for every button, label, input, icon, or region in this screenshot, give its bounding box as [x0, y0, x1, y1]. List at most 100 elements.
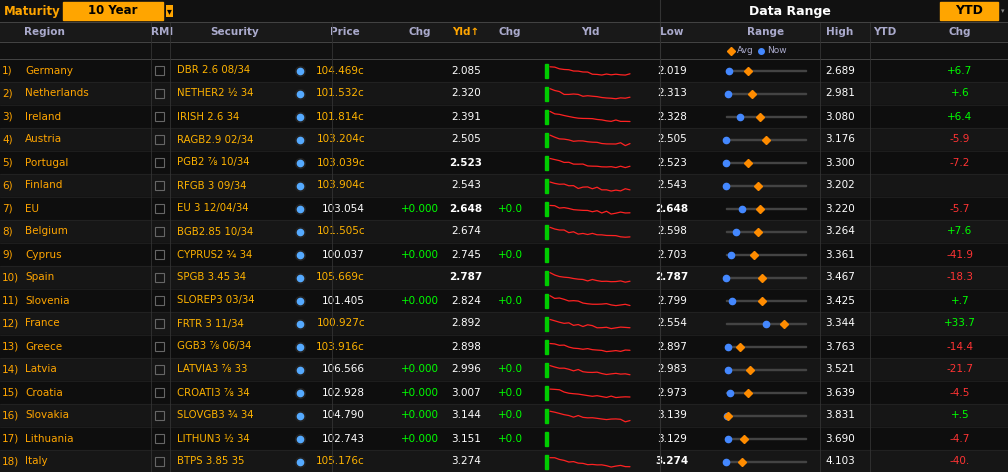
- Text: 101.505c: 101.505c: [317, 227, 365, 236]
- Text: +0.0: +0.0: [498, 388, 522, 397]
- Bar: [545, 294, 548, 307]
- Text: 3.080: 3.080: [826, 111, 855, 121]
- Text: 105.176c: 105.176c: [317, 456, 365, 466]
- Text: +7.6: +7.6: [948, 227, 973, 236]
- Text: 3.467: 3.467: [826, 272, 855, 283]
- Text: 2.543: 2.543: [451, 180, 481, 191]
- Text: -14.4: -14.4: [947, 342, 974, 352]
- Bar: [0, 22, 1008, 42]
- Text: 101.405: 101.405: [323, 295, 365, 305]
- Text: 8): 8): [2, 227, 13, 236]
- Text: 105.669c: 105.669c: [317, 272, 365, 283]
- Bar: [545, 86, 548, 101]
- Text: Avg: Avg: [737, 46, 754, 55]
- Text: +0.000: +0.000: [401, 203, 439, 213]
- Text: 9): 9): [2, 250, 13, 260]
- Text: SLOVGB3 ¾ 34: SLOVGB3 ¾ 34: [177, 411, 254, 421]
- Bar: [0, 42, 1008, 59]
- Bar: [155, 296, 164, 305]
- Bar: [155, 181, 164, 190]
- Text: Germany: Germany: [25, 66, 73, 76]
- Text: Chg: Chg: [499, 27, 521, 37]
- Text: RMI: RMI: [151, 27, 173, 37]
- Text: -21.7: -21.7: [947, 364, 974, 374]
- Text: BGB2.85 10/34: BGB2.85 10/34: [177, 227, 253, 236]
- Text: 3.763: 3.763: [826, 342, 855, 352]
- Text: 3.639: 3.639: [826, 388, 855, 397]
- Text: 102.743: 102.743: [322, 433, 365, 444]
- Bar: [726, 116, 806, 117]
- Text: -4.5: -4.5: [950, 388, 970, 397]
- Bar: [0, 174, 1008, 197]
- Bar: [0, 151, 1008, 174]
- Text: 12): 12): [2, 319, 19, 329]
- Text: Portugal: Portugal: [25, 158, 69, 168]
- Text: +0.000: +0.000: [401, 364, 439, 374]
- Text: +33.7: +33.7: [944, 319, 976, 329]
- Bar: [726, 369, 806, 370]
- Text: +0.0: +0.0: [498, 203, 522, 213]
- Text: 2.391: 2.391: [451, 111, 481, 121]
- Text: 2.689: 2.689: [826, 66, 855, 76]
- Text: 3.361: 3.361: [826, 250, 855, 260]
- Text: EU: EU: [25, 203, 39, 213]
- Bar: [726, 277, 806, 278]
- Text: 3.831: 3.831: [826, 411, 855, 421]
- Text: +6.4: +6.4: [948, 111, 973, 121]
- Bar: [0, 335, 1008, 358]
- Text: 3.274: 3.274: [451, 456, 481, 466]
- Text: ▾: ▾: [1001, 8, 1005, 14]
- Text: 3.220: 3.220: [826, 203, 855, 213]
- Text: SPGB 3.45 34: SPGB 3.45 34: [177, 272, 246, 283]
- Bar: [545, 317, 548, 330]
- Text: -4.7: -4.7: [950, 433, 970, 444]
- Bar: [155, 388, 164, 397]
- Text: 2): 2): [2, 89, 13, 99]
- Text: 4.103: 4.103: [826, 456, 855, 466]
- Text: 6): 6): [2, 180, 13, 191]
- Text: 5): 5): [2, 158, 13, 168]
- Bar: [726, 162, 806, 163]
- Text: 2.543: 2.543: [657, 180, 686, 191]
- Text: 2.745: 2.745: [451, 250, 481, 260]
- Text: 3.521: 3.521: [826, 364, 855, 374]
- Text: Netherlands: Netherlands: [25, 89, 89, 99]
- Bar: [940, 2, 998, 20]
- Text: PGB2 ⅞ 10/34: PGB2 ⅞ 10/34: [177, 158, 250, 168]
- Text: 2.648: 2.648: [450, 203, 483, 213]
- Bar: [155, 342, 164, 351]
- Text: High: High: [827, 27, 854, 37]
- Bar: [0, 197, 1008, 220]
- Text: 3.007: 3.007: [452, 388, 481, 397]
- Bar: [155, 112, 164, 121]
- Text: 2.505: 2.505: [657, 135, 686, 144]
- Bar: [726, 93, 806, 94]
- Text: 2.996: 2.996: [451, 364, 481, 374]
- Bar: [155, 158, 164, 167]
- Text: -5.7: -5.7: [950, 203, 970, 213]
- Text: 3): 3): [2, 111, 13, 121]
- Text: Region: Region: [23, 27, 65, 37]
- Bar: [545, 362, 548, 377]
- Text: FRTR 3 11/34: FRTR 3 11/34: [177, 319, 244, 329]
- Text: 103.204c: 103.204c: [317, 135, 365, 144]
- Bar: [726, 323, 806, 324]
- Text: 2.981: 2.981: [826, 89, 855, 99]
- Bar: [62, 2, 163, 20]
- Text: 15): 15): [2, 388, 19, 397]
- Bar: [726, 415, 806, 416]
- Bar: [155, 365, 164, 374]
- Text: 2.824: 2.824: [451, 295, 481, 305]
- Text: 2.523: 2.523: [450, 158, 483, 168]
- Text: Yld↑: Yld↑: [453, 27, 480, 37]
- Text: +0.000: +0.000: [401, 250, 439, 260]
- Text: Chg: Chg: [409, 27, 431, 37]
- Text: 3.144: 3.144: [451, 411, 481, 421]
- Bar: [0, 243, 1008, 266]
- Text: 14): 14): [2, 364, 19, 374]
- Bar: [545, 110, 548, 124]
- Text: 3.425: 3.425: [826, 295, 855, 305]
- Text: 3.690: 3.690: [826, 433, 855, 444]
- Text: 3.344: 3.344: [826, 319, 855, 329]
- Bar: [0, 266, 1008, 289]
